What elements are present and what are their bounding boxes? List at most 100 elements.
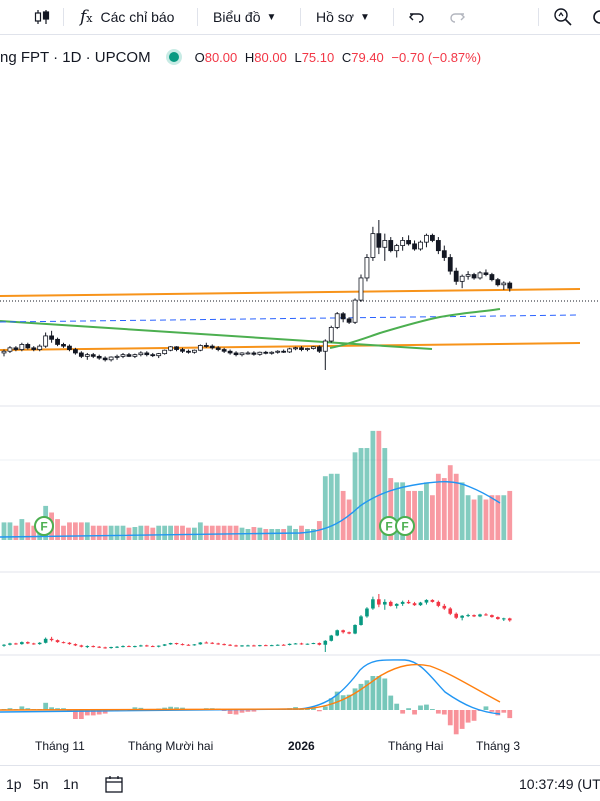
volume-bar <box>453 473 459 540</box>
candle-body <box>19 344 25 350</box>
mini-candle-body <box>329 635 334 641</box>
candle-body <box>340 313 346 320</box>
candle-body <box>328 326 334 342</box>
volume-bar <box>281 529 287 540</box>
mini-candle-body <box>67 642 72 645</box>
volume-bar <box>275 529 281 540</box>
candle-body <box>61 344 66 347</box>
chart-menu-button[interactable]: Biểu đồ ▼ <box>213 0 276 34</box>
range-button[interactable]: 1n <box>63 766 79 801</box>
volume-bar <box>322 476 328 540</box>
horizontal-dashed-line[interactable] <box>0 314 581 323</box>
macd-histogram-bar <box>459 710 465 729</box>
undo-button[interactable] <box>408 0 426 34</box>
mini-candle-body <box>448 608 453 614</box>
volume-bar <box>233 525 239 540</box>
candles-icon <box>34 10 50 24</box>
candle-body <box>322 340 328 352</box>
resistance-trendline[interactable] <box>0 288 581 297</box>
symbol-title[interactable]: ng FPT · 1D · UPCOM <box>0 48 151 66</box>
volume-bar <box>495 495 501 540</box>
candle-body <box>55 338 60 345</box>
candle-body <box>108 356 114 361</box>
candle-body <box>495 279 501 286</box>
candle-body <box>406 240 412 245</box>
macd-histogram-bar <box>418 705 423 710</box>
down-trendline[interactable] <box>0 320 433 350</box>
event-marker-label: F <box>401 520 408 534</box>
volume-bar <box>346 499 352 540</box>
market-status-icon <box>168 52 179 62</box>
gear-icon <box>593 10 600 24</box>
redo-button[interactable] <box>448 0 466 34</box>
event-marker[interactable]: F <box>395 516 415 536</box>
candle-body <box>412 243 417 250</box>
mini-candle-body <box>49 638 54 641</box>
open-value: 80.00 <box>204 49 238 65</box>
volume-bar <box>435 473 441 540</box>
settings-button[interactable] <box>590 0 600 34</box>
mini-candle-body <box>394 603 399 606</box>
volume-bar <box>215 525 221 540</box>
volume-bar <box>388 478 394 540</box>
volume-bar <box>203 525 209 540</box>
mini-candle-body <box>275 644 280 646</box>
clock[interactable]: 10:37:49 (UT <box>519 766 600 801</box>
mini-candle-body <box>317 643 322 645</box>
chevron-down-icon: ▼ <box>359 11 370 23</box>
close-value: 79.40 <box>351 49 384 65</box>
mini-candle-body <box>269 645 274 647</box>
volume-bar <box>400 482 406 540</box>
support-trendline[interactable] <box>0 342 581 351</box>
volume-bar <box>126 527 132 540</box>
range-button[interactable]: 1p <box>6 766 22 801</box>
mini-candle-body <box>442 605 447 609</box>
indicators-button[interactable]: fx Các chỉ báo <box>80 0 174 34</box>
volume-bar <box>102 525 108 540</box>
candle-body <box>180 349 185 352</box>
mini-candle-body <box>127 646 131 648</box>
chart-legend: ng FPT · 1D · UPCOM O80.00 H80.00 L75.10… <box>0 46 481 68</box>
event-marker[interactable]: F <box>34 516 54 536</box>
volume-bar <box>382 448 388 540</box>
volume-bar <box>13 525 19 540</box>
mini-candle-body <box>418 602 423 606</box>
profile-menu-button[interactable]: Hồ sơ ▼ <box>316 0 370 34</box>
candle-style-button[interactable] <box>32 0 52 34</box>
candle-body <box>49 335 54 340</box>
candle-body <box>441 250 447 258</box>
quick-search-button[interactable] <box>553 0 573 34</box>
chevron-down-icon: ▼ <box>266 11 277 23</box>
date-range-button[interactable] <box>104 766 124 801</box>
mini-candle-body <box>377 599 381 605</box>
macd-histogram-bar <box>340 695 346 710</box>
candle-body <box>299 347 304 350</box>
open-key: O <box>194 49 205 65</box>
x-tick-label: Tháng 11 <box>35 739 85 753</box>
macd-histogram-bar <box>483 706 489 710</box>
range-button[interactable]: 5n <box>33 766 49 801</box>
macd-line <box>0 659 501 715</box>
candle-body <box>227 350 233 354</box>
mini-candle-body <box>156 645 161 647</box>
mini-candle-body <box>55 640 60 643</box>
macd-histogram-bar <box>245 710 251 712</box>
candle-body <box>191 349 197 353</box>
candle-body <box>7 347 13 352</box>
mini-candle-body <box>198 642 203 645</box>
volume-bar <box>418 490 423 540</box>
volume-bar <box>78 522 84 540</box>
candle-body <box>73 349 78 354</box>
clock-text: 10:37:49 (UT <box>519 775 600 792</box>
candle-body <box>1 350 7 354</box>
candle-body <box>156 353 162 357</box>
volume-bar <box>501 495 507 540</box>
candle-body <box>251 352 257 355</box>
candle-body <box>43 335 49 347</box>
candle-body <box>316 346 322 352</box>
mini-candle-body <box>252 645 256 647</box>
candle-body <box>203 345 209 347</box>
volume-bar <box>227 525 233 540</box>
